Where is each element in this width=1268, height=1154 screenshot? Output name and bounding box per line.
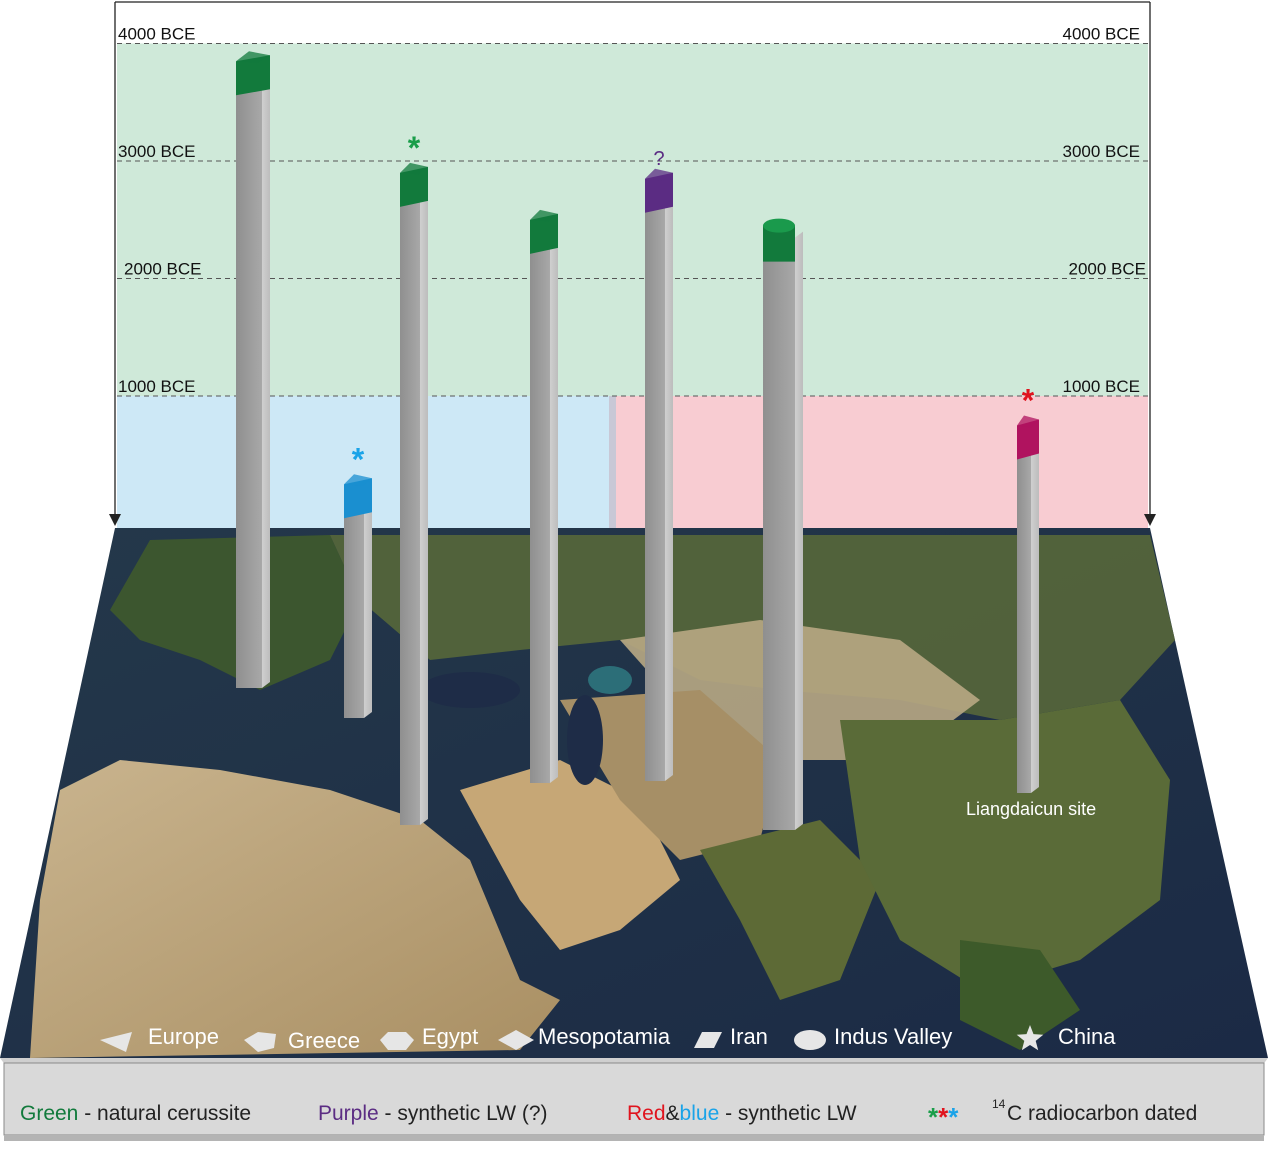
time-panel (117, 43, 1148, 530)
band-red (612, 396, 1148, 530)
x-tick-label: Europe (148, 1024, 219, 1049)
bar-europe (236, 51, 270, 688)
bar-side (420, 172, 428, 825)
bar-cap (1017, 419, 1039, 460)
grid: 4000 BCE 4000 BCE 3000 BCE 3000 BCE 2000 BCE… (117, 25, 1148, 397)
bar-cap (645, 172, 673, 213)
bar-front (763, 237, 795, 830)
key-purple: Purple - synthetic LW (?) (318, 1102, 548, 1125)
y-tick-label-left: 2000 BCE (124, 260, 202, 279)
bar-side (262, 61, 270, 688)
star-icon (1016, 1025, 1044, 1051)
bar-mesopotamia (530, 209, 558, 783)
ellipse-icon (794, 1030, 826, 1050)
key-c14-sup: 14 (992, 1097, 1006, 1111)
bar-cap-top (344, 474, 372, 487)
y-tick-label-right: 3000 BCE (1063, 142, 1141, 161)
key-redblue: Red&blue - synthetic LW (627, 1102, 857, 1125)
y-tick-label-right: 4000 BCE (1063, 25, 1141, 44)
bar-cap-top (645, 168, 673, 181)
octagon-icon (380, 1032, 414, 1050)
bar-indus-valley (763, 218, 803, 830)
bar-side (795, 231, 803, 830)
bar-side (550, 219, 558, 783)
x-tick-label: Mesopotamia (538, 1024, 671, 1049)
legend: Europe Greece Egypt Mesopotamia Iran Indus Va… (100, 1024, 1116, 1053)
x-tick-label: China (1058, 1024, 1116, 1049)
arrow-down-icon (1144, 514, 1156, 526)
arrow-down-icon (109, 514, 121, 526)
bar-cap (400, 166, 428, 207)
bar-front (400, 178, 420, 825)
key-c14-text: C radiocarbon dated (1007, 1102, 1197, 1125)
map-base (0, 528, 1268, 1058)
bar-front (645, 184, 665, 781)
key-green: Green - natural cerussite (20, 1102, 251, 1125)
bar-marker: * (352, 441, 365, 477)
bar-china: * (1017, 383, 1039, 793)
bar-cap-top (763, 218, 795, 233)
y-tick-label-left: 1000 BCE (118, 377, 196, 396)
bar-cap-top (236, 51, 270, 64)
bar-marker: * (408, 130, 421, 166)
bar-front (1017, 431, 1031, 793)
bar-front (236, 67, 262, 688)
bar-cap (236, 55, 270, 96)
frame (109, 1, 1156, 526)
parallelogram-icon (694, 1032, 722, 1048)
hexagon-icon (244, 1032, 276, 1052)
bar-marker: * (1022, 383, 1035, 419)
band-divider (609, 396, 616, 530)
bar-egypt: * (400, 130, 428, 825)
wedge-icon (100, 1032, 132, 1052)
bar-cap-top (530, 209, 558, 222)
key-bar: Green - natural cerussite Purple - synth… (0, 1058, 1268, 1141)
bar-front (530, 225, 550, 783)
bar-marker: ? (653, 148, 664, 170)
y-tick-label-right: 1000 BCE (1063, 377, 1141, 396)
bar-cap-top (400, 162, 428, 175)
bar-cap-top (1017, 415, 1039, 428)
x-tick-label: Egypt (422, 1024, 478, 1049)
y-tick-label-right: 2000 BCE (1069, 260, 1147, 279)
bar-greece: * (344, 441, 372, 718)
bar-side (364, 484, 372, 718)
bar-front (344, 490, 364, 718)
y-tick-label-left: 4000 BCE (118, 25, 196, 44)
bar-side (1031, 425, 1039, 793)
y-tick-label-left: 3000 BCE (118, 142, 196, 161)
key-asterisks: *** (928, 1102, 959, 1132)
x-tick-label: Greece (288, 1028, 360, 1053)
bar-side (665, 178, 673, 781)
bar-cap (344, 478, 372, 519)
bar-iran: ? (645, 148, 673, 781)
bars: * * ? * (236, 51, 1039, 830)
site-annotation: Liangdaicun site (966, 799, 1096, 819)
bar-cap (530, 213, 558, 254)
x-tick-label: Iran (730, 1024, 768, 1049)
x-tick-label: Indus Valley (834, 1024, 952, 1049)
diamond-icon (498, 1030, 534, 1050)
band-green (117, 43, 1148, 396)
